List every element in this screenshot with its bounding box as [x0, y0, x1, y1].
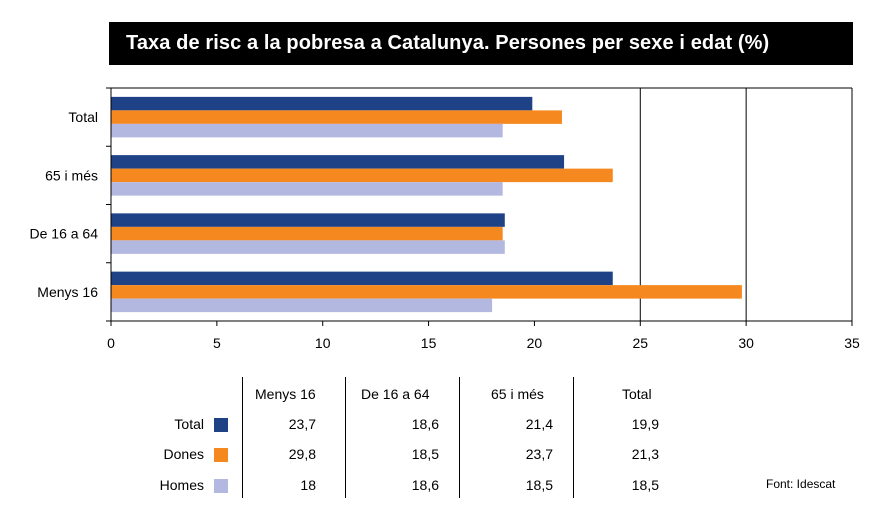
bar-dones-2 — [111, 226, 503, 241]
table-divider — [573, 377, 574, 498]
bar-dones-0 — [111, 110, 562, 124]
bar-total-0 — [111, 96, 533, 111]
table-cell: 23,7 — [288, 416, 316, 432]
table-cell: 18,5 — [411, 446, 439, 462]
category-label: Total — [68, 109, 98, 125]
table-cell: 21,3 — [631, 446, 659, 462]
bar-dones-1 — [111, 168, 613, 183]
table-cell: 21,4 — [525, 416, 553, 432]
bar-dones-3 — [111, 285, 742, 299]
table-cell: 18,5 — [525, 477, 553, 493]
x-tick-label: 20 — [527, 335, 543, 351]
table-header-menys16: Menys 16 — [255, 386, 316, 402]
bar-homes-1 — [111, 182, 503, 196]
bar-total-2 — [111, 213, 505, 227]
bar-homes-3 — [111, 298, 493, 313]
legend-swatch-homes — [214, 479, 228, 493]
source-note: Font: Idescat — [766, 477, 836, 491]
bar-total-1 — [111, 155, 565, 169]
legend-swatch-dones — [214, 448, 228, 462]
legend-swatch-total — [214, 418, 228, 432]
table-cell: 18 — [300, 477, 316, 493]
bar-homes-2 — [111, 240, 505, 254]
table-cell: 18,5 — [631, 477, 659, 493]
x-tick-label: 0 — [107, 335, 115, 351]
bar-homes-0 — [111, 123, 503, 138]
x-tick-label: 35 — [844, 335, 860, 351]
bar-chart: Total 65 i més De 16 a 64 Menys 16 0 5 10 15 20 2… — [30, 87, 860, 351]
table-divider — [459, 377, 460, 498]
x-tick-label: 30 — [738, 335, 754, 351]
table-header-total: Total — [622, 386, 652, 402]
x-tick-label: 10 — [315, 335, 331, 351]
table-cell: 18,6 — [411, 477, 439, 493]
x-tick-label: 25 — [632, 335, 648, 351]
chart-title: Taxa de risc a la pobresa a Catalunya. P… — [109, 22, 853, 65]
x-tick-label: 5 — [213, 335, 221, 351]
bar-total-3 — [111, 271, 613, 286]
category-label: Menys 16 — [37, 284, 98, 300]
category-label: De 16 a 64 — [30, 226, 99, 242]
table-cell: 23,7 — [525, 446, 553, 462]
table-divider — [242, 377, 243, 498]
x-tick-label: 15 — [421, 335, 437, 351]
table-cell: 29,8 — [288, 446, 316, 462]
category-label: 65 i més — [45, 167, 98, 183]
table-divider — [345, 377, 346, 498]
table-row-label-homes: Homes — [159, 477, 204, 493]
table-header-65imes: 65 i més — [491, 386, 544, 402]
table-header-16a64: De 16 a 64 — [361, 386, 430, 402]
table-row-label-dones: Dones — [163, 446, 204, 462]
table-cell: 19,9 — [631, 416, 659, 432]
table-row-label-total: Total — [174, 416, 204, 432]
table-cell: 18,6 — [411, 416, 439, 432]
